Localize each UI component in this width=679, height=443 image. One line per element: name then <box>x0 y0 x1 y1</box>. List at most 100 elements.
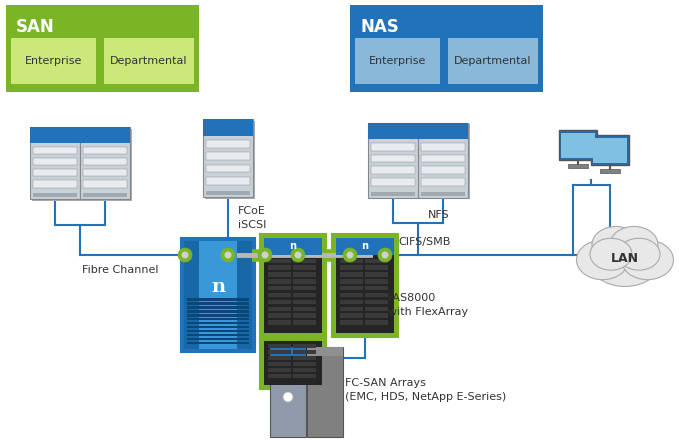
FancyBboxPatch shape <box>340 307 363 311</box>
Circle shape <box>295 252 301 259</box>
FancyBboxPatch shape <box>187 318 249 320</box>
FancyBboxPatch shape <box>368 123 418 139</box>
Text: Enterprise: Enterprise <box>25 56 82 66</box>
FancyBboxPatch shape <box>187 338 249 340</box>
Text: LAN: LAN <box>611 252 639 264</box>
FancyBboxPatch shape <box>293 286 316 291</box>
FancyBboxPatch shape <box>268 356 291 360</box>
FancyBboxPatch shape <box>204 120 255 198</box>
Text: Enterprise: Enterprise <box>369 56 426 66</box>
FancyBboxPatch shape <box>371 178 415 186</box>
Text: Departmental: Departmental <box>454 56 532 66</box>
FancyBboxPatch shape <box>83 169 127 176</box>
FancyBboxPatch shape <box>184 241 252 349</box>
FancyBboxPatch shape <box>33 169 77 176</box>
FancyBboxPatch shape <box>187 342 249 344</box>
FancyBboxPatch shape <box>421 191 465 195</box>
Text: SAN: SAN <box>16 18 55 36</box>
Ellipse shape <box>587 229 663 287</box>
FancyBboxPatch shape <box>293 259 316 263</box>
FancyBboxPatch shape <box>187 314 249 316</box>
FancyBboxPatch shape <box>268 350 291 354</box>
Circle shape <box>258 248 272 262</box>
FancyBboxPatch shape <box>369 124 420 199</box>
FancyBboxPatch shape <box>6 5 199 92</box>
FancyBboxPatch shape <box>268 265 291 270</box>
FancyBboxPatch shape <box>264 237 322 333</box>
Ellipse shape <box>590 238 632 270</box>
FancyBboxPatch shape <box>200 241 237 349</box>
FancyBboxPatch shape <box>365 299 388 304</box>
FancyBboxPatch shape <box>365 265 388 270</box>
Text: FAS8000
with FlexArray: FAS8000 with FlexArray <box>388 293 468 317</box>
FancyBboxPatch shape <box>340 286 363 291</box>
Ellipse shape <box>618 238 660 270</box>
FancyBboxPatch shape <box>340 293 363 297</box>
FancyBboxPatch shape <box>30 127 80 143</box>
Text: FCoE
iSCSI: FCoE iSCSI <box>238 206 266 229</box>
FancyBboxPatch shape <box>268 299 291 304</box>
FancyBboxPatch shape <box>293 272 316 277</box>
FancyBboxPatch shape <box>260 337 326 389</box>
FancyBboxPatch shape <box>187 302 249 304</box>
FancyBboxPatch shape <box>293 313 316 318</box>
FancyBboxPatch shape <box>268 259 291 263</box>
FancyBboxPatch shape <box>268 272 291 277</box>
FancyBboxPatch shape <box>268 279 291 284</box>
FancyBboxPatch shape <box>264 237 322 255</box>
FancyBboxPatch shape <box>268 286 291 291</box>
FancyBboxPatch shape <box>340 265 363 270</box>
FancyBboxPatch shape <box>206 191 250 195</box>
FancyBboxPatch shape <box>340 272 363 277</box>
FancyBboxPatch shape <box>307 347 343 437</box>
FancyBboxPatch shape <box>187 330 249 332</box>
FancyBboxPatch shape <box>293 320 316 325</box>
FancyBboxPatch shape <box>293 343 316 347</box>
Circle shape <box>283 392 293 402</box>
FancyBboxPatch shape <box>83 180 127 187</box>
FancyBboxPatch shape <box>33 193 77 197</box>
Text: n: n <box>289 241 297 251</box>
FancyBboxPatch shape <box>340 313 363 318</box>
FancyBboxPatch shape <box>568 164 588 168</box>
FancyBboxPatch shape <box>371 143 415 151</box>
FancyBboxPatch shape <box>104 38 194 84</box>
FancyBboxPatch shape <box>268 362 291 366</box>
FancyBboxPatch shape <box>203 119 253 197</box>
FancyBboxPatch shape <box>293 279 316 284</box>
Circle shape <box>346 252 354 259</box>
FancyBboxPatch shape <box>81 128 132 201</box>
FancyBboxPatch shape <box>268 320 291 325</box>
FancyBboxPatch shape <box>187 310 249 312</box>
Text: CIFS/SMB: CIFS/SMB <box>398 237 450 247</box>
FancyBboxPatch shape <box>371 155 415 162</box>
FancyBboxPatch shape <box>293 265 316 270</box>
FancyBboxPatch shape <box>80 127 130 199</box>
FancyBboxPatch shape <box>206 140 250 148</box>
FancyBboxPatch shape <box>187 326 249 328</box>
FancyBboxPatch shape <box>187 322 249 324</box>
FancyBboxPatch shape <box>268 368 291 372</box>
FancyBboxPatch shape <box>268 343 291 347</box>
FancyBboxPatch shape <box>181 238 255 352</box>
FancyBboxPatch shape <box>206 164 250 172</box>
FancyBboxPatch shape <box>31 128 81 201</box>
FancyBboxPatch shape <box>187 298 249 300</box>
FancyBboxPatch shape <box>268 374 291 378</box>
Circle shape <box>382 252 388 259</box>
FancyBboxPatch shape <box>421 178 465 186</box>
FancyBboxPatch shape <box>418 123 468 198</box>
FancyBboxPatch shape <box>591 135 629 165</box>
FancyBboxPatch shape <box>206 152 250 160</box>
FancyBboxPatch shape <box>260 233 326 337</box>
Text: n: n <box>361 241 369 251</box>
Text: NAS: NAS <box>360 18 399 36</box>
Ellipse shape <box>610 226 658 263</box>
FancyBboxPatch shape <box>368 123 418 198</box>
Text: FC-SAN Arrays
(EMC, HDS, NetApp E-Series): FC-SAN Arrays (EMC, HDS, NetApp E-Series… <box>345 378 507 402</box>
FancyBboxPatch shape <box>336 237 394 333</box>
FancyBboxPatch shape <box>365 307 388 311</box>
FancyBboxPatch shape <box>187 306 249 308</box>
Circle shape <box>181 252 189 259</box>
FancyBboxPatch shape <box>293 293 316 297</box>
